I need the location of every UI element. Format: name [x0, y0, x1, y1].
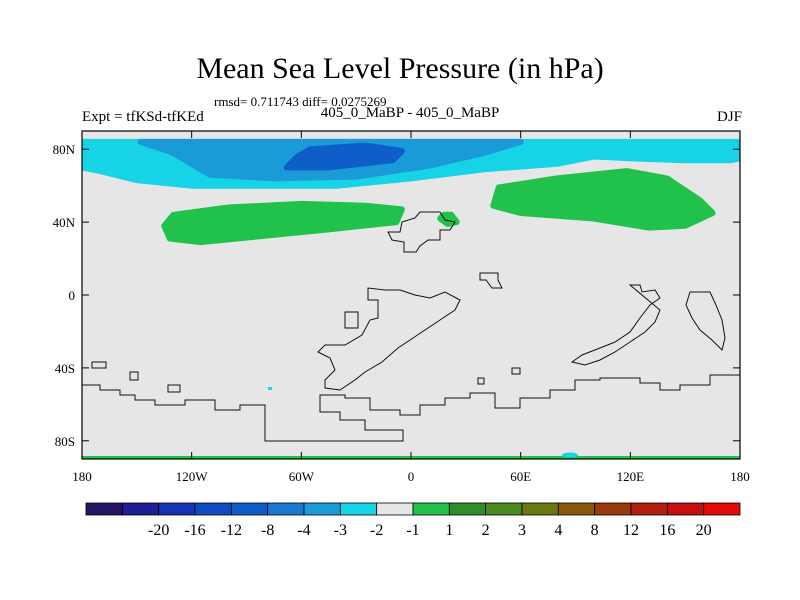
y-tick-label: 40S: [55, 361, 75, 376]
colorbar-swatch: [557, 502, 596, 516]
y-tick-label: 40N: [53, 215, 76, 230]
colorbar-label: 16: [659, 522, 675, 539]
x-tick-label: 120E: [617, 469, 645, 484]
x-tick-label: 180: [72, 469, 92, 484]
colorbar-swatch: [339, 502, 378, 516]
y-tick-label: 80N: [53, 142, 76, 157]
x-tick-label: 60W: [289, 469, 315, 484]
colorbar-swatch: [703, 502, 741, 516]
colorbar-label: -3: [334, 522, 347, 539]
colorbar-swatch: [121, 502, 160, 516]
experiment-label: Expt = tfKSd-tfKEd: [82, 109, 204, 125]
x-tick-label: 120W: [176, 469, 209, 484]
colorbar-label: 8: [591, 522, 599, 539]
colorbar-swatch: [230, 502, 269, 516]
small-island-1: [91, 361, 107, 369]
colorbar-label: 2: [482, 522, 490, 539]
colorbar-label: -4: [297, 522, 310, 539]
colorbar-label: -12: [221, 522, 242, 539]
small-island-5: [511, 367, 521, 375]
small-island-4: [477, 377, 485, 385]
new-zealand-outline: [685, 291, 726, 351]
colorbar-label: -8: [261, 522, 274, 539]
small-island-2: [129, 371, 139, 381]
colorbar-swatch: [85, 502, 123, 516]
colorbar-label: 1: [445, 522, 453, 539]
runs-label: 405_0_MaBP - 405_0_MaBP: [320, 105, 500, 121]
colorbar-label: 4: [554, 522, 562, 539]
coastlines: [82, 211, 740, 442]
colorbar-label: 20: [696, 522, 712, 539]
australia-outline: [570, 284, 661, 366]
colorbar-label: 3: [518, 522, 526, 539]
antarctica-outline: [82, 374, 740, 442]
anomaly-region-4: [161, 200, 405, 246]
colorbar-swatch: [521, 502, 559, 516]
island-outline: [479, 272, 503, 289]
small-blue-patch: [268, 387, 272, 390]
anomaly-region-3: [283, 142, 405, 171]
colorbar-label: -2: [370, 522, 383, 539]
anomaly-region-5: [490, 168, 716, 231]
season-label: DJF: [716, 109, 742, 125]
colorbar-label: -20: [148, 522, 169, 539]
colorbar-swatch: [194, 502, 232, 516]
colorbar-swatch: [594, 502, 632, 516]
chart-title: Mean Sea Level Pressure (in hPa): [196, 52, 604, 85]
colorbar-label: -1: [406, 522, 419, 539]
colorbar-swatch: [485, 502, 523, 516]
x-tick-label: 60E: [510, 469, 531, 484]
y-tick-label: 0: [69, 288, 76, 303]
colorbar-swatch: [412, 502, 450, 516]
stats-line: rmsd= 0.711743 diff= 0.0275269: [214, 94, 387, 109]
south-blue-patch: [562, 452, 578, 458]
x-tick-label: 0: [408, 469, 415, 484]
colorbar-swatch: [666, 502, 705, 516]
colorbar-label: -16: [184, 522, 205, 539]
colorbar-swatch: [448, 502, 487, 516]
lake-outline: [344, 311, 359, 329]
colorbar-swatch: [158, 502, 196, 516]
colorbar-label: 12: [623, 522, 639, 539]
y-tick-label: 80S: [55, 434, 75, 449]
colorbar-swatch: [630, 502, 668, 516]
south-america-outline: [317, 287, 461, 391]
x-tick-label: 180: [730, 469, 750, 484]
north-atlantic-outline: [387, 211, 456, 253]
colorbar-swatch: [376, 502, 414, 516]
small-island-3: [167, 384, 181, 393]
colorbar-swatch: [303, 502, 341, 516]
colorbar-swatch: [267, 502, 305, 516]
